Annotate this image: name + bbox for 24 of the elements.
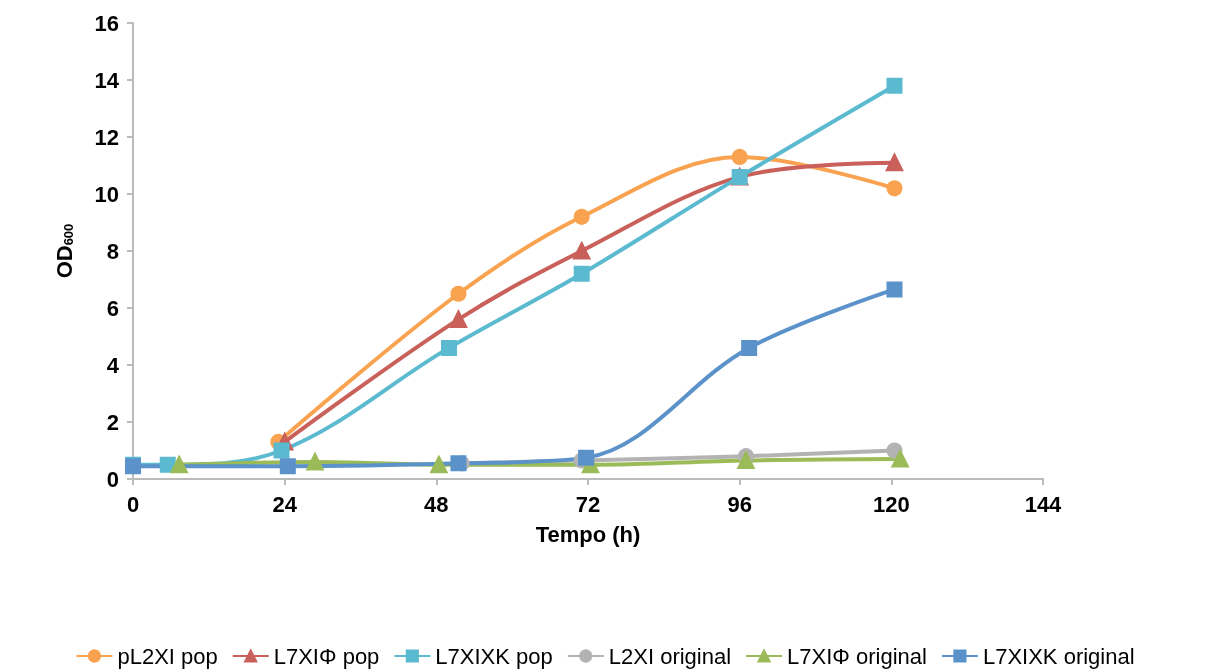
x-tick-label: 24 bbox=[272, 491, 298, 517]
x-tick-label: 120 bbox=[872, 491, 910, 517]
y-tick-label: 10 bbox=[94, 181, 119, 207]
y-tick-label: 14 bbox=[94, 67, 120, 93]
x-tick-label: 0 bbox=[126, 491, 140, 517]
legend-label: L2XI original bbox=[608, 643, 732, 669]
legend-label: L7XIΦ pop bbox=[273, 643, 380, 669]
x-tick-label: 72 bbox=[575, 491, 601, 517]
y-tick-label: 2 bbox=[106, 409, 119, 435]
y-tick-label: 16 bbox=[94, 10, 119, 36]
y-tick-label: 12 bbox=[94, 124, 119, 150]
x-tick-label: 96 bbox=[727, 491, 752, 517]
x-tick-label: 144 bbox=[1024, 491, 1063, 517]
y-axis-title: OD600 bbox=[51, 223, 77, 279]
legend-label: L7XIXK pop bbox=[435, 643, 553, 669]
legend-label: L7XIΦ original bbox=[787, 643, 927, 669]
legend-label: L7XIXK original bbox=[982, 643, 1135, 669]
y-tick-label: 6 bbox=[106, 295, 119, 321]
y-tick-label: 0 bbox=[106, 466, 119, 492]
y-tick-label: 8 bbox=[106, 238, 119, 264]
y-tick-label: 4 bbox=[106, 352, 120, 378]
x-axis-title: Tempo (h) bbox=[535, 521, 641, 547]
legend-label: pL2XI pop bbox=[117, 643, 218, 669]
x-tick-label: 48 bbox=[424, 491, 449, 517]
